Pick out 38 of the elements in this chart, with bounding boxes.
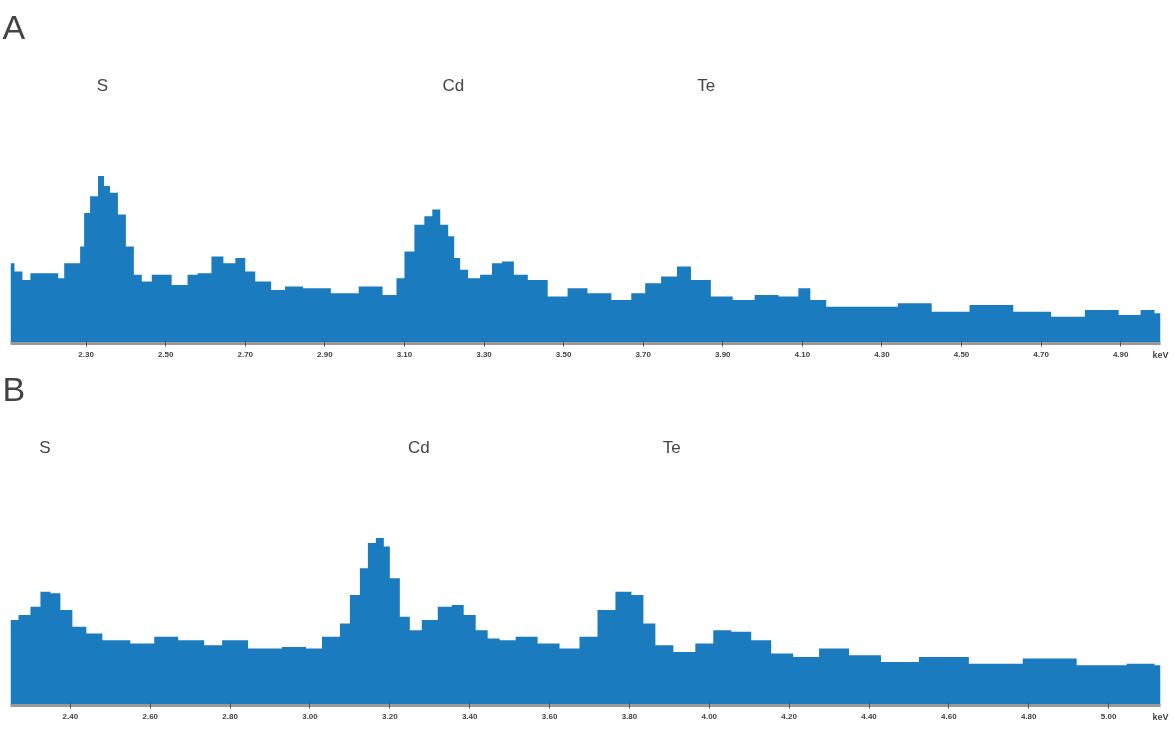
x-tick-label: 3.50 <box>555 349 572 359</box>
x-tick-label: 3.80 <box>621 711 638 721</box>
text: Cd <box>407 438 430 458</box>
x-tick-label: 3.10 <box>396 349 413 359</box>
x-tick-label: 4.70 <box>1033 349 1050 359</box>
x-tick-label: 4.00 <box>701 711 718 721</box>
x-tick-label: 2.60 <box>142 711 159 721</box>
x-tick-label: 4.10 <box>794 349 811 359</box>
x-tick-label: 3.70 <box>635 349 652 359</box>
x-tick-label: 2.30 <box>78 349 95 359</box>
x-tick-label: 4.50 <box>953 349 970 359</box>
x-tick-label: 4.80 <box>1020 711 1038 721</box>
x-tick-label: 3.20 <box>382 711 399 721</box>
x-axis-title: keV <box>1152 711 1169 722</box>
x-tick-label: 2.70 <box>237 349 254 359</box>
chart-title: A <box>2 7 26 46</box>
x-tick-label: 3.40 <box>461 711 479 721</box>
x-tick-label: 5.00 <box>1100 711 1117 721</box>
text: S <box>96 76 109 96</box>
x-tick-label: 2.90 <box>317 349 334 359</box>
text: S <box>39 438 51 458</box>
x-tick-label: 2.50 <box>157 349 175 359</box>
text: Cd <box>442 76 465 96</box>
x-tick-label: 2.80 <box>222 711 239 721</box>
x-axis-title: keV <box>1152 349 1169 360</box>
x-tick-label: 3.60 <box>541 711 558 721</box>
chart-title: B <box>2 369 26 408</box>
x-tick-label: 4.30 <box>874 349 891 359</box>
x-tick-label: 2.40 <box>62 711 79 721</box>
x-tick-label: 4.20 <box>781 711 798 721</box>
x-tick-label: 4.40 <box>861 711 878 721</box>
text: Te <box>662 438 681 458</box>
x-tick-label: 3.30 <box>476 349 493 359</box>
text: Te <box>697 76 716 96</box>
x-tick-label: 3.90 <box>715 349 732 359</box>
x-tick-label: 4.60 <box>941 711 958 721</box>
x-tick-label: 3.00 <box>302 711 319 721</box>
x-tick-label: 4.90 <box>1112 349 1130 359</box>
